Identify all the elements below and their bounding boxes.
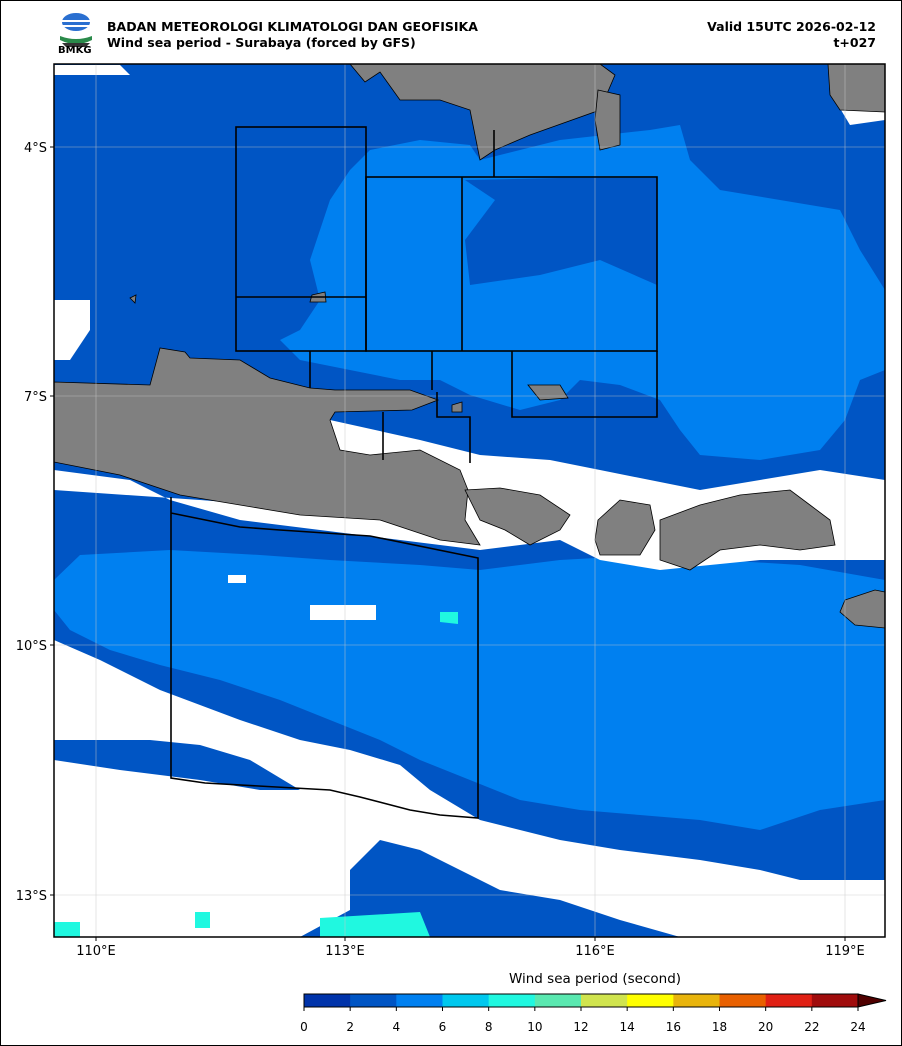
colorbar-bin	[396, 994, 443, 1007]
lon-tick-label: 116°E	[575, 944, 615, 959]
colorbar-bin	[719, 994, 767, 1007]
colorbar-tick-label: 20	[758, 1020, 773, 1034]
colorbar-extend-arrow	[857, 993, 887, 1008]
bali-island	[464, 487, 571, 546]
lead-time: t+027	[833, 35, 876, 50]
colorbar-label: Wind sea period (second)	[509, 971, 681, 987]
colorbar-bin	[765, 994, 813, 1007]
colorbar-tick-label: 0	[300, 1020, 308, 1034]
lat-tick-label: 7°S	[24, 390, 47, 405]
sea-8-10s	[54, 612, 458, 937]
bmkg-logo	[60, 13, 92, 47]
colorbar-tick-label: 16	[666, 1020, 681, 1034]
lon-tick-label: 110°E	[76, 944, 116, 959]
map-area[interactable]	[54, 64, 885, 937]
lat-tick-label: 10°S	[16, 639, 47, 654]
valid-time: Valid 15UTC 2026-02-12	[707, 19, 876, 34]
colorbar-bin	[673, 994, 720, 1007]
logo-text: BMKG	[58, 45, 92, 56]
colorbar-tick-label: 18	[712, 1020, 727, 1034]
colorbar-bin	[304, 994, 351, 1007]
colorbar-tick-label: 6	[439, 1020, 447, 1034]
colorbar-tick-label: 12	[573, 1020, 588, 1034]
lon-tick-label: 113°E	[325, 944, 365, 959]
kalimantan-coast	[245, 64, 616, 161]
land	[54, 64, 885, 629]
islet-east-kalimantan	[594, 89, 621, 151]
colorbar-tick-label: 2	[346, 1020, 354, 1034]
colorbar-tick-label: 4	[393, 1020, 401, 1034]
forecast-domain-boxes[interactable]	[170, 126, 658, 819]
colorbar-bin	[581, 994, 628, 1007]
colorbar-tick-label: 14	[620, 1020, 635, 1034]
lat-tick-label: 4°S	[24, 141, 47, 156]
colorbar-tick-label: 24	[850, 1020, 865, 1034]
sulawesi-coast	[827, 64, 885, 113]
flores-island	[839, 589, 885, 629]
java-island	[54, 347, 481, 546]
lon-tick-label: 119°E	[825, 944, 865, 959]
colorbar-bin	[627, 994, 674, 1007]
map-subtitle: Wind sea period - Surabaya (forced by GF…	[107, 35, 416, 50]
sumbawa-island	[659, 489, 836, 571]
colorbar-bin	[811, 994, 859, 1007]
colorbar-bin	[534, 994, 582, 1007]
colorbar-bin	[442, 994, 490, 1007]
gridlines	[54, 64, 885, 937]
colorbar-tick-label: 8	[485, 1020, 493, 1034]
map-border	[53, 63, 886, 938]
colorbar-bin	[488, 994, 536, 1007]
colorbar-bin	[350, 994, 397, 1007]
agency-title: BADAN METEOROLOGI KLIMATOLOGI DAN GEOFIS…	[107, 19, 478, 34]
colorbar-tick-label: 22	[804, 1020, 819, 1034]
lombok-island	[594, 499, 656, 556]
lat-tick-label: 13°S	[16, 889, 47, 904]
sea-4-6s-south	[54, 550, 885, 830]
sea-2-4s-java-sea	[465, 178, 657, 285]
colorbar-tick-label: 10	[527, 1020, 542, 1034]
